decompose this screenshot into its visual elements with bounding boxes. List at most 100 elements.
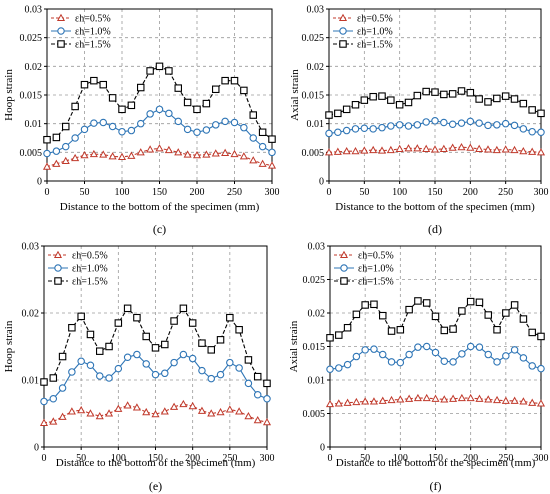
data-point bbox=[244, 411, 253, 420]
data-point bbox=[142, 332, 150, 341]
data-point bbox=[108, 94, 117, 102]
data-point bbox=[127, 126, 136, 135]
data-point bbox=[132, 403, 141, 411]
data-point bbox=[430, 145, 440, 153]
y-tick-label: 0.03 bbox=[307, 5, 325, 16]
legend-marker bbox=[339, 40, 347, 48]
y-tick-label: 0.025 bbox=[303, 275, 326, 286]
data-point bbox=[268, 148, 276, 157]
data-point bbox=[519, 125, 528, 133]
data-point bbox=[440, 357, 449, 365]
data-point bbox=[510, 121, 519, 130]
data-point bbox=[207, 346, 216, 354]
legend-marker bbox=[338, 13, 348, 22]
data-point bbox=[361, 346, 369, 354]
x-tick-label: 0 bbox=[42, 453, 47, 464]
data-point bbox=[334, 399, 343, 407]
legend-label: εh=1.0% bbox=[357, 27, 393, 38]
data-point bbox=[493, 358, 501, 366]
data-point bbox=[475, 95, 483, 103]
data-point bbox=[448, 90, 457, 98]
data-point bbox=[40, 378, 48, 386]
legend-label: εh=1.5% bbox=[358, 277, 394, 288]
data-point bbox=[519, 146, 528, 155]
y-tick-label: 0.03 bbox=[22, 242, 40, 253]
data-point bbox=[404, 144, 413, 152]
series-1 bbox=[42, 144, 277, 170]
x-tick-label: 100 bbox=[115, 187, 130, 198]
x-tick-label: 150 bbox=[428, 453, 443, 464]
data-point bbox=[352, 397, 361, 406]
y-tick-label: 0.01 bbox=[308, 376, 326, 387]
data-point bbox=[519, 354, 528, 362]
data-point bbox=[105, 342, 113, 351]
data-point bbox=[123, 304, 132, 313]
y-tick-label: 0.02 bbox=[22, 309, 40, 320]
series-1 bbox=[325, 393, 546, 408]
data-point bbox=[151, 344, 160, 352]
data-point bbox=[80, 125, 89, 134]
panel-label: (e) bbox=[149, 479, 162, 493]
data-point bbox=[170, 317, 178, 325]
data-point bbox=[90, 76, 98, 85]
data-point bbox=[188, 319, 197, 327]
data-point bbox=[123, 353, 132, 361]
y-tick-label: 0.01 bbox=[307, 119, 325, 130]
x-axis-title: Distance to the bottom of the specimen (… bbox=[335, 201, 535, 213]
legend-label: εh=1.5% bbox=[75, 40, 111, 51]
y-tick-label: 0.02 bbox=[307, 62, 325, 73]
data-point bbox=[475, 343, 484, 351]
data-point bbox=[86, 330, 95, 339]
data-point bbox=[170, 402, 179, 410]
y-tick-label: 0.005 bbox=[20, 148, 43, 159]
data-point bbox=[510, 145, 519, 154]
data-point bbox=[165, 67, 173, 75]
data-point bbox=[42, 162, 52, 170]
legend-label: εh=1.5% bbox=[357, 40, 393, 51]
data-point bbox=[413, 144, 422, 152]
y-tick-label: 0 bbox=[37, 177, 42, 188]
data-point bbox=[387, 122, 395, 130]
data-point bbox=[58, 384, 67, 392]
data-point bbox=[378, 396, 387, 404]
data-point bbox=[197, 406, 207, 414]
chart-panel-3: 0 50 100 150 200 250 30000.010.020.03εh=0.5%εh… bbox=[3, 242, 275, 494]
chart-panel-1: 0 50 100 150 200 250 300 0 0.005 0.01 0.015 0.02 0.0… bbox=[3, 5, 280, 237]
data-point bbox=[519, 99, 528, 108]
data-point bbox=[114, 364, 123, 373]
data-point bbox=[352, 352, 361, 361]
data-point bbox=[263, 379, 271, 388]
x-tick-label: 300 bbox=[265, 187, 280, 198]
data-point bbox=[502, 352, 510, 360]
data-point bbox=[249, 156, 258, 164]
data-point bbox=[249, 134, 258, 142]
data-point bbox=[174, 117, 183, 126]
data-point bbox=[343, 323, 352, 332]
data-point bbox=[188, 354, 197, 363]
data-point bbox=[170, 358, 178, 367]
series-2 bbox=[325, 117, 545, 138]
data-point bbox=[43, 135, 51, 144]
data-point bbox=[123, 401, 132, 409]
data-point bbox=[258, 128, 267, 137]
data-point bbox=[351, 146, 360, 155]
x-tick-label: 0 bbox=[45, 187, 50, 198]
y-tick-label: 0.015 bbox=[20, 91, 43, 102]
data-point bbox=[431, 88, 439, 96]
data-point bbox=[431, 117, 439, 125]
data-point bbox=[519, 397, 528, 405]
data-point bbox=[80, 150, 89, 159]
data-point bbox=[536, 148, 546, 156]
legend-marker bbox=[339, 27, 347, 35]
data-point bbox=[457, 142, 466, 151]
data-point bbox=[105, 374, 113, 382]
data-point bbox=[244, 379, 253, 388]
data-point bbox=[387, 96, 395, 104]
legend-label: εh=0.5% bbox=[358, 251, 394, 262]
data-point bbox=[137, 83, 145, 92]
data-point bbox=[335, 331, 343, 339]
data-point bbox=[334, 109, 342, 118]
data-point bbox=[351, 100, 360, 109]
data-point bbox=[99, 150, 108, 158]
data-point bbox=[386, 145, 395, 154]
